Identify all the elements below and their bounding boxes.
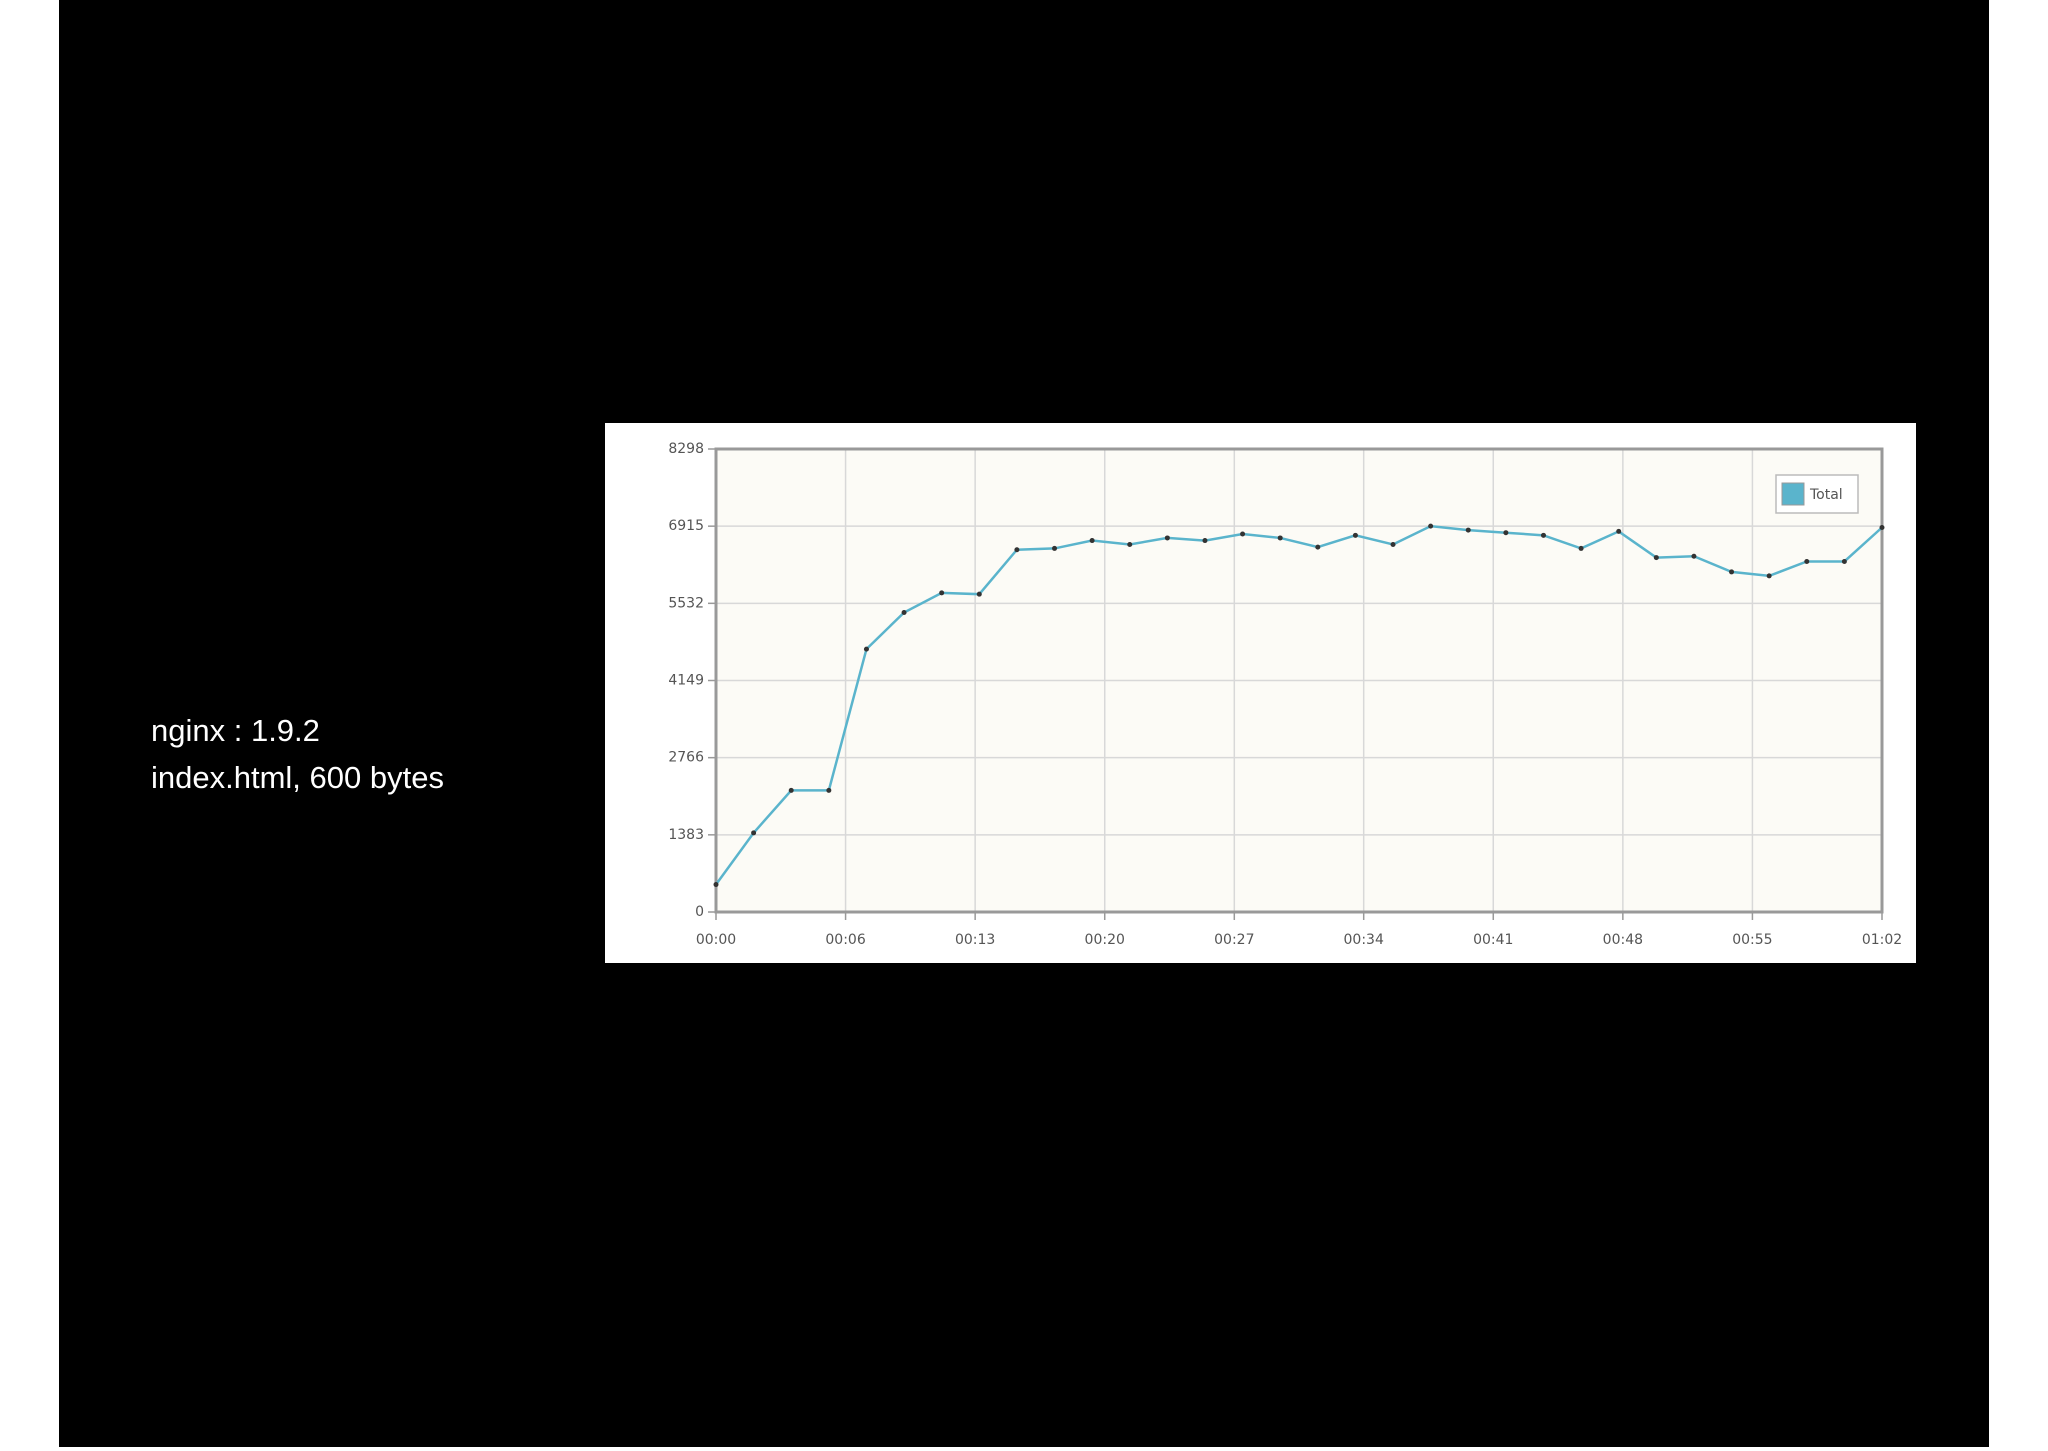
data-point (751, 830, 757, 836)
data-point (1202, 538, 1208, 544)
legend-label: Total (1809, 487, 1843, 503)
data-point (1428, 523, 1434, 529)
data-point (713, 882, 719, 888)
data-point (1315, 544, 1321, 550)
x-tick-label: 01:02 (1862, 932, 1902, 948)
data-point (976, 591, 982, 597)
x-tick-label: 00:27 (1214, 932, 1254, 948)
plot-border (714, 447, 1884, 914)
data-point (1804, 558, 1810, 564)
y-tick-label: 2766 (668, 750, 704, 766)
data-point (1277, 535, 1283, 541)
x-tick-label: 00:06 (825, 932, 865, 948)
slide-line: nginx : 1.9.2 (151, 713, 320, 748)
data-point (1465, 527, 1471, 533)
x-tick-label: 00:48 (1603, 932, 1643, 948)
data-point (1578, 545, 1584, 551)
data-point (1653, 555, 1659, 561)
data-line (714, 524, 1883, 886)
data-point (1014, 547, 1020, 553)
data-point (1052, 545, 1058, 551)
y-tick-label: 5532 (668, 595, 704, 611)
data-point (1503, 530, 1509, 536)
y-tick-label: 8298 (668, 441, 704, 457)
x-tick-label: 00:13 (955, 932, 995, 948)
y-tick-label: 0 (695, 904, 704, 920)
data-point (1390, 541, 1396, 547)
legend-swatch (1781, 482, 1805, 506)
data-point (1879, 525, 1885, 531)
data-point (1127, 541, 1133, 547)
y-tick-label: 6915 (668, 518, 704, 534)
data-point (1766, 573, 1772, 579)
x-tick-label: 00:34 (1344, 932, 1384, 948)
x-tick-label: 00:41 (1473, 932, 1513, 948)
data-point (1352, 532, 1358, 538)
data-point (1540, 532, 1546, 538)
data-point (1841, 558, 1847, 564)
data-point (939, 590, 945, 596)
data-point (826, 787, 832, 793)
data-point (1240, 531, 1246, 537)
x-tick-label: 00:20 (1085, 932, 1125, 948)
data-point (1729, 569, 1735, 575)
y-tick-label: 1383 (668, 827, 704, 843)
data-point (788, 787, 794, 793)
y-tick-label: 4149 (668, 673, 704, 689)
data-point (901, 609, 907, 615)
slide-line: index.html, 600 bytes (151, 760, 444, 795)
x-tick-label: 00:00 (696, 932, 736, 948)
x-tick-label: 00:55 (1732, 932, 1772, 948)
data-point (1691, 553, 1697, 559)
data-point (1164, 535, 1170, 541)
data-point (863, 646, 869, 652)
data-point (1089, 538, 1095, 544)
data-point (1616, 528, 1622, 534)
